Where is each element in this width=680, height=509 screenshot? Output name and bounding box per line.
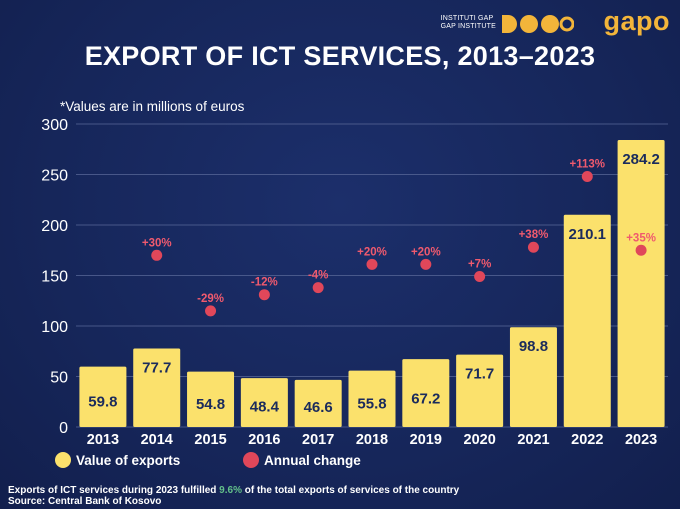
x-tick-label: 2022 — [571, 432, 603, 448]
footer-source: Source: Central Bank of Kosovo — [8, 496, 162, 507]
bar — [348, 370, 396, 427]
bar — [294, 379, 342, 427]
change-dot — [420, 258, 432, 270]
change-dot — [635, 244, 647, 256]
y-tick-label: 0 — [59, 420, 68, 437]
change-label: +20% — [357, 246, 387, 258]
chart-title: EXPORT OF ICT SERVICES, 2013–2023 — [84, 41, 596, 71]
change-dot — [581, 171, 593, 183]
bar — [187, 371, 235, 427]
x-tick-label: 2015 — [194, 432, 226, 448]
x-tick-label: 2014 — [141, 432, 173, 448]
footer-note-before: Exports of ICT services during 2023 fulf… — [8, 485, 220, 496]
x-tick-label: 2021 — [517, 432, 549, 448]
x-tick-label: 2016 — [248, 432, 280, 448]
y-tick-label: 150 — [41, 269, 68, 286]
bar — [617, 139, 665, 427]
change-dot — [312, 282, 324, 294]
bar-value-label: 77.7 — [142, 360, 171, 377]
logo-dots-icon — [502, 15, 574, 33]
x-tick-label: 2017 — [302, 432, 334, 448]
logo-org-names: INSTITUTI GAP GAP INSTITUTE — [441, 15, 496, 31]
y-tick-label: 200 — [41, 218, 68, 235]
footer-note-after: of the total exports of services of the … — [241, 485, 460, 496]
legend-label-exports: Value of exports — [76, 453, 180, 468]
x-tick-label: 2013 — [87, 432, 119, 448]
logo-org-line1: INSTITUTI GAP — [440, 15, 494, 22]
change-dot — [527, 241, 539, 253]
y-tick-label: 250 — [41, 168, 68, 185]
bar — [402, 359, 450, 427]
logo-wordmark: gapo — [603, 6, 670, 36]
change-dot — [205, 305, 217, 317]
gap-institute-logo: INSTITUTI GAP GAP INSTITUTE gapo — [441, 6, 674, 40]
footer: Exports of ICT services during 2023 fulf… — [8, 485, 459, 507]
bar-value-label: 98.8 — [519, 338, 548, 355]
bar-value-label: 54.8 — [196, 396, 225, 413]
logo-org-line2: GAP INSTITUTE — [440, 23, 496, 30]
bar-value-label: 46.6 — [304, 399, 333, 416]
bar-value-label: 55.8 — [357, 395, 386, 412]
footer-note: Exports of ICT services during 2023 fulf… — [8, 485, 459, 496]
change-label: -4% — [308, 270, 328, 282]
bar-value-label: 284.2 — [622, 151, 660, 168]
change-label: -12% — [251, 277, 278, 289]
y-tick-label: 100 — [41, 319, 68, 336]
x-tick-label: 2023 — [625, 432, 657, 448]
change-dot — [151, 249, 163, 261]
footer-note-highlight: 9.6% — [219, 485, 242, 496]
unit-note: *Values are in millions of euros — [60, 99, 245, 114]
bar-value-label: 59.8 — [88, 394, 117, 411]
x-tick-label: 2018 — [356, 432, 388, 448]
change-label: +35% — [626, 232, 656, 244]
bar — [509, 327, 557, 427]
bar-value-label: 210.1 — [568, 226, 606, 243]
change-label: +38% — [519, 229, 549, 241]
bar-value-label: 48.4 — [250, 398, 280, 415]
bar-value-label: 67.2 — [411, 390, 440, 407]
bar — [133, 348, 181, 427]
change-label: +30% — [142, 237, 172, 249]
bar — [79, 366, 127, 427]
bar — [240, 378, 288, 427]
change-dot — [366, 258, 378, 270]
x-tick-label: 2020 — [464, 432, 496, 448]
change-label: +7% — [468, 259, 491, 271]
change-label: +113% — [570, 159, 606, 171]
y-tick-label: 50 — [50, 370, 68, 387]
change-dot — [474, 271, 486, 283]
bar — [563, 214, 611, 427]
legend-label-change: Annual change — [264, 453, 361, 468]
change-label: -29% — [197, 293, 224, 305]
y-tick-label: 300 — [41, 117, 68, 134]
bar — [456, 354, 504, 427]
bar-value-label: 71.7 — [465, 366, 494, 383]
change-dot — [258, 289, 270, 301]
legend-swatch-change — [243, 452, 259, 468]
legend-swatch-exports — [55, 452, 71, 468]
x-tick-label: 2019 — [410, 432, 442, 448]
change-label: +20% — [411, 246, 441, 258]
